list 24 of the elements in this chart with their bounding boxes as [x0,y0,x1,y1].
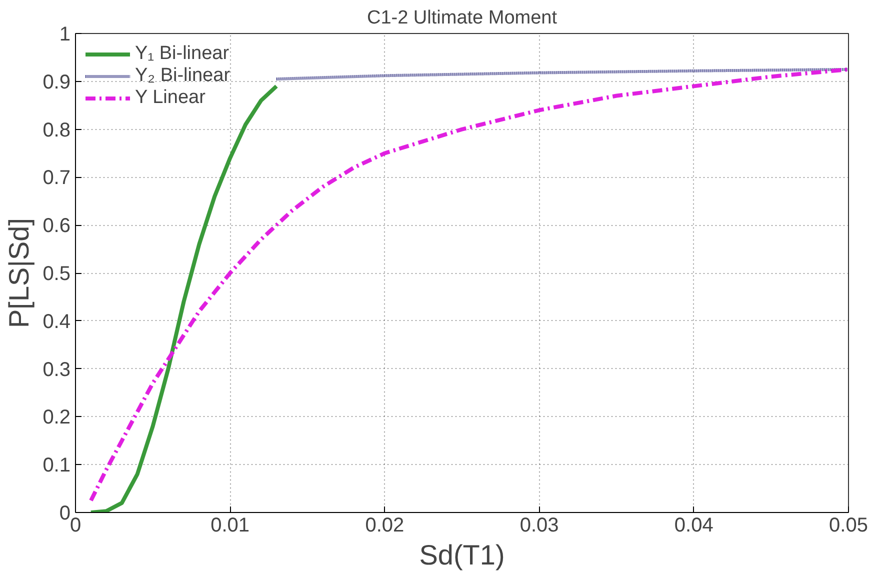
y-tick-label: 0.6 [42,215,71,238]
y-tick-label: 0.9 [42,71,71,94]
x-tick-label: 0.04 [674,514,714,536]
line-series [88,67,848,503]
legend-label: Y₁ Bi-linear [135,43,230,65]
y-tick-label: 0.4 [42,310,71,333]
chart-title: C1-2 Ultimate Moment [366,8,558,28]
legend-label: Y₂ Bi-linear [135,65,230,87]
line-series [274,68,848,81]
line-series [88,84,278,512]
x-tick-label: 0.02 [365,514,404,536]
x-tick-label: 0.03 [520,514,559,536]
y-tick-label: 0.2 [42,406,71,429]
x-tick-label: 0.01 [210,514,250,536]
y-tick-label: 1 [59,24,70,46]
y-tick-label: 0.8 [42,119,71,142]
x-tick-label: 0.05 [829,514,868,536]
y-tick-label: 0.7 [42,167,71,190]
y-tick-label: 0.3 [42,358,71,381]
y-tick-label: 0.5 [42,263,71,285]
y-tick-label: 0.1 [42,454,71,477]
legend-label: Y Linear [135,87,206,109]
x-axis-title: Sd(T1) [419,540,505,570]
y-axis-title: P[LS|Sd] [4,218,35,328]
